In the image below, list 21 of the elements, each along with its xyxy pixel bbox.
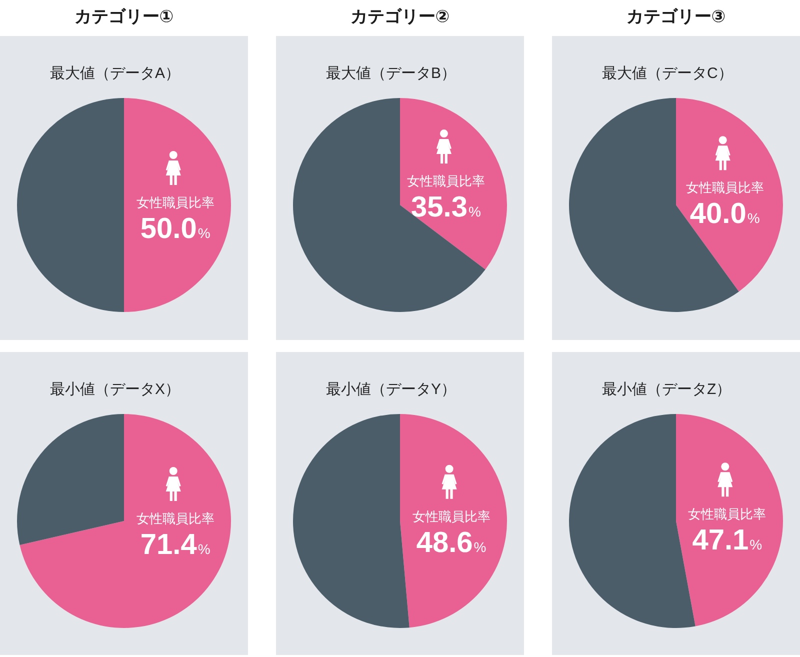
chart-subtitle: 最小値（データY） [326,381,456,398]
chart-title: カテゴリー② [350,7,450,26]
data-label: 48.6% [416,526,486,559]
chart-subtitle: 最小値（データZ） [602,381,732,398]
chart-subtitle: 最小値（データX） [50,381,180,398]
chart-subtitle: 最大値（データC） [602,65,733,82]
slice-label: 女性職員比率 [136,511,214,526]
slice-label: 女性職員比率 [412,508,490,524]
data-label: 35.3% [411,192,481,224]
data-label: 50.0% [140,213,210,245]
chart-subtitle: 最大値（データA） [50,65,180,82]
data-label: 47.1% [692,524,762,557]
slice-label: 女性職員比率 [406,174,485,189]
slice-label: 女性職員比率 [136,195,214,210]
data-label: 40.0% [690,198,760,230]
slice-label: 女性職員比率 [688,506,766,522]
slice-label: 女性職員比率 [686,180,764,196]
chart-subtitle: 最大値（データB） [326,65,456,82]
chart-title: カテゴリー① [74,7,174,26]
data-label: 71.4% [140,529,210,561]
chart-title: カテゴリー③ [626,7,726,26]
